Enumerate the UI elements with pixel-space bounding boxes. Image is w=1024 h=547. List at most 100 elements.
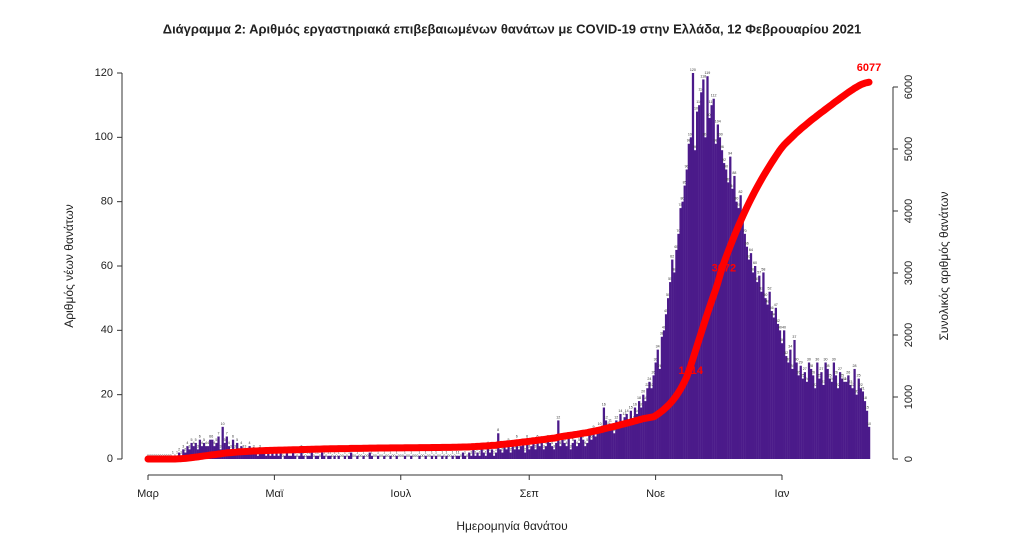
bar: [685, 169, 688, 459]
bar: [845, 381, 848, 459]
bar: [534, 449, 537, 459]
bar: [546, 439, 550, 459]
bar: [441, 455, 444, 459]
bar-value-label: 4: [193, 441, 195, 445]
bar-value-label: 42: [776, 319, 780, 323]
bar-value-label: 3: [197, 444, 199, 448]
bar-value-label: 1: [362, 451, 364, 455]
bar: [828, 378, 831, 459]
bar-value-label: 1: [344, 451, 346, 455]
bar: [488, 452, 492, 459]
bar: [830, 381, 833, 459]
bar-value-label: 0: [385, 454, 387, 458]
bar: [256, 455, 260, 459]
bar: [600, 430, 603, 459]
bar-value-label: 37: [792, 335, 796, 339]
bar: [687, 143, 690, 459]
bar-value-label: 1: [172, 451, 174, 455]
bar: [799, 365, 802, 459]
bar-value-label: 26: [652, 370, 656, 374]
bar-value-label: 96: [720, 145, 724, 149]
bar: [262, 452, 266, 459]
bar: [370, 455, 373, 459]
bar: [306, 455, 309, 459]
bar-value-label: 3: [259, 444, 261, 448]
bar: [434, 455, 438, 459]
bar: [457, 455, 461, 459]
bar-value-label: 78: [736, 203, 740, 207]
bar-value-label: 4: [207, 441, 209, 445]
bar-value-label: 118: [700, 74, 706, 78]
bar-value-label: 1: [485, 451, 487, 455]
bar: [774, 307, 778, 459]
bar-value-label: 5: [195, 438, 197, 442]
y-tick-label: 20: [101, 389, 113, 401]
bar: [561, 439, 564, 459]
bar-value-label: 6: [516, 435, 518, 439]
bar-value-label: 25: [817, 374, 821, 378]
bar: [646, 388, 649, 459]
bar: [805, 381, 809, 459]
bar: [559, 446, 562, 459]
bar-value-label: 4: [228, 441, 230, 445]
bar: [468, 452, 471, 459]
bar: [853, 368, 856, 459]
bar: [532, 442, 535, 459]
bar-value-label: 1: [323, 451, 325, 455]
bar: [793, 339, 796, 459]
bar: [300, 449, 303, 459]
bar: [863, 401, 867, 459]
bar-value-label: 1: [315, 451, 317, 455]
y2-axis-title: Συνολικός αριθμός θανάτων: [937, 191, 951, 340]
bar-value-label: 0: [406, 454, 408, 458]
bar: [461, 452, 465, 459]
bar-value-label: 3: [182, 444, 184, 448]
bar-value-label: 1: [377, 451, 379, 455]
bar-value-label: 0: [443, 454, 445, 458]
bar-value-label: 6: [590, 435, 592, 439]
bar: [691, 73, 695, 459]
bar: [285, 452, 289, 459]
bar: [644, 401, 647, 459]
bar-value-label: 1: [435, 451, 437, 455]
bar-value-label: 55: [668, 277, 672, 281]
bar-value-label: 0: [313, 454, 315, 458]
bar-value-label: 2: [489, 448, 491, 452]
bar-value-label: 0: [429, 454, 431, 458]
y2-tick-label: 1000: [903, 385, 915, 409]
bar: [838, 372, 842, 459]
bar-value-label: 10: [221, 422, 225, 426]
bar-value-label: 30: [654, 357, 658, 361]
bar: [598, 426, 601, 459]
bar: [490, 449, 494, 459]
bar-value-label: 22: [813, 383, 817, 387]
bar: [635, 413, 639, 459]
bar: [615, 420, 618, 459]
bar-value-label: 34: [656, 345, 660, 349]
bar: [737, 208, 740, 459]
y-tick-label: 100: [95, 131, 113, 143]
bar: [756, 282, 759, 459]
bar: [780, 343, 784, 459]
x-axis-title: Ημερομηνία θανάτου: [456, 519, 567, 533]
bar: [631, 420, 635, 459]
bar: [768, 291, 771, 459]
bar: [749, 253, 753, 459]
bar-value-label: 5: [586, 438, 588, 442]
bar-value-label: 36: [780, 338, 784, 342]
bar: [289, 455, 293, 459]
bar: [739, 195, 742, 459]
bar: [519, 446, 523, 459]
bar-value-label: 6: [526, 435, 528, 439]
bar-value-label: 4: [559, 441, 561, 445]
bar-value-label: 0: [460, 454, 462, 458]
bar-value-label: 4: [205, 441, 207, 445]
bar: [776, 323, 780, 459]
bar-value-label: 1: [396, 451, 398, 455]
bar-value-label: 114: [698, 87, 704, 91]
bar: [722, 163, 726, 460]
bar: [718, 137, 722, 460]
bar: [604, 420, 608, 459]
bar: [747, 259, 751, 459]
bar: [751, 272, 755, 459]
